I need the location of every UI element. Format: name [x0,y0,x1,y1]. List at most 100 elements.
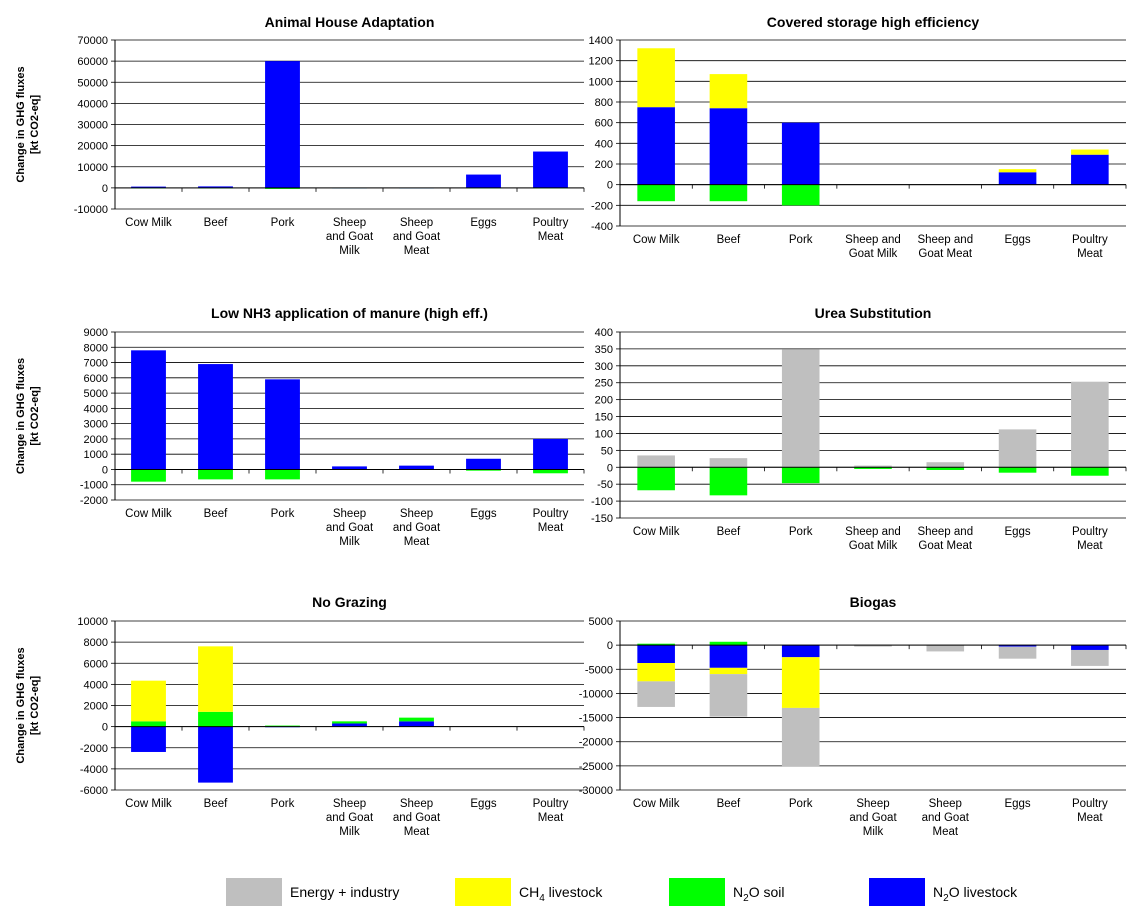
bar-segment-energy [854,645,892,647]
legend-swatch-ch4 [455,878,511,906]
bar-segment-energy [637,455,675,468]
chart-title: Animal House Adaptation [265,14,435,30]
y-tick-label: -150 [591,513,613,525]
bar-segment-n2o-livestock [781,645,820,658]
bar-segment-ch4 [198,646,233,712]
bar-segment-energy [854,465,892,468]
chart-panel: Low NH3 application of manure (high eff.… [15,305,585,548]
category-label: Cow Milk [125,508,172,520]
category-label: Sheep [929,798,962,810]
category-label: Meat [538,522,564,534]
bar-segment-n2o-livestock [533,151,568,188]
category-label: Eggs [470,798,496,810]
y-tick-label: 6000 [84,373,108,385]
category-label: Pork [271,508,295,520]
category-label: Eggs [470,217,496,229]
bar-segment-n2o-soil [637,184,675,202]
chart-title: No Grazing [312,594,387,610]
bar-segment-n2o-soil [265,725,300,727]
y-tick-label: 250 [595,378,613,390]
bar-segment-n2o-livestock [198,364,233,470]
bar-segment-n2o-livestock [781,122,820,185]
category-label: and Goat [393,231,441,243]
category-label: Sheep and [917,526,973,538]
category-label: Sheep [400,508,433,520]
category-label: Eggs [470,508,496,520]
category-label: Cow Milk [633,234,680,246]
category-label: Sheep and [845,234,901,246]
y-tick-label: -6000 [80,785,108,797]
y-tick-label: 3000 [84,419,108,431]
legend: Energy + industry CH4 livestock N2O soil… [226,878,1018,906]
y-tick-label: -4000 [80,764,108,776]
category-label: Poultry [1072,234,1108,246]
bar-segment-n2o-soil [1071,467,1109,476]
category-label: Beef [717,526,741,538]
bar-segment-energy [998,646,1037,659]
y-tick-label: 1400 [589,35,613,47]
y-axis-label-unit: [kt CO2-eq] [29,95,41,155]
category-label: Pork [271,217,295,229]
category-label: and Goat [393,522,441,534]
category-label: Beef [204,508,228,520]
bar-segment-n2o-soil [198,711,233,727]
bar-segment-n2o-soil [709,184,748,202]
bar-segment-energy [637,681,675,707]
category-label: and Goat [922,812,970,824]
category-label: Sheep [400,798,433,810]
bar-segment-n2o-livestock [332,723,367,727]
chart-title: Urea Substitution [815,305,932,321]
y-tick-label: -25000 [579,761,613,773]
y-tick-label: 1200 [589,56,613,68]
bar-segment-n2o-livestock [466,174,501,188]
bar-segment-n2o-livestock [998,645,1037,647]
y-tick-label: -200 [591,200,613,212]
y-tick-label: -50 [597,479,613,491]
category-label: Meat [404,245,430,257]
category-label: Pork [789,526,813,538]
bar-segment-ch4 [1071,149,1109,155]
bar-segment-n2o-livestock [709,645,748,668]
bar-segment-n2o-livestock [466,458,501,470]
y-tick-label: 200 [595,159,613,171]
y-tick-label: 600 [595,118,613,130]
y-tick-label: -20000 [579,737,613,749]
chart-panel: Urea Substitution -150 -100 -50 0 50 100 150 200… [591,305,1127,552]
y-tick-label: 0 [607,462,613,474]
y-tick-label: 400 [595,327,613,339]
y-axis-label: Change in GHG fluxes [15,647,27,763]
category-label: Meat [404,536,430,548]
category-label: Meat [932,826,958,838]
legend-label-ch4: CH4 livestock [519,884,603,904]
y-tick-label: 150 [595,412,613,424]
chart-panel: No Grazing -6000 -4000 -2000 0 2000 4000 6000 80… [15,594,585,838]
category-label: Poultry [533,508,569,520]
category-label: Beef [204,798,228,810]
category-label: Pork [789,798,813,810]
category-label: Poultry [533,798,569,810]
bar-segment-energy [1071,649,1109,666]
bar-segment-energy [781,707,820,767]
chart-panel: Biogas -30000 -25000 -20000 -15000 -10000 -500… [579,594,1127,838]
bar-segment-n2o-livestock [198,186,233,188]
category-label: and Goat [326,231,374,243]
y-tick-label: 6000 [84,658,108,670]
bar-segment-energy [998,429,1037,468]
y-tick-label: 0 [102,722,108,734]
bar-segment-ch4 [709,74,748,109]
y-tick-label: -5000 [585,664,613,676]
bar-segment-ch4 [998,169,1037,173]
bar-segment-n2o-soil [265,469,300,480]
bar-segment-n2o-livestock [332,466,367,470]
category-label: Beef [717,798,741,810]
category-label: Meat [1077,540,1103,552]
category-label: Beef [204,217,228,229]
category-label: Sheep [333,508,366,520]
bar-segment-n2o-livestock [131,726,166,752]
bar-segment-n2o-livestock [399,465,434,470]
category-label: Cow Milk [633,798,680,810]
category-label: and Goat [393,812,441,824]
y-tick-label: 8000 [84,342,108,354]
bar-segment-ch4 [637,663,675,682]
